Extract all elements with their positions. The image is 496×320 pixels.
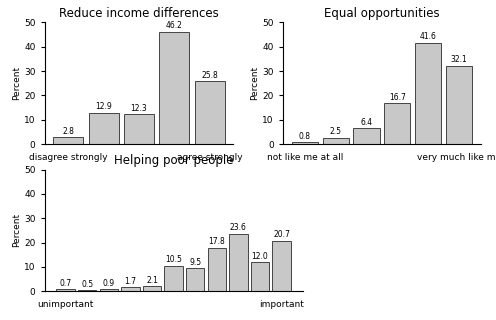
Text: 25.8: 25.8 (201, 71, 218, 80)
Text: agree strongly: agree strongly (177, 153, 243, 162)
Text: 32.1: 32.1 (451, 55, 467, 64)
Text: 17.8: 17.8 (208, 237, 225, 246)
Bar (164, 266, 183, 291)
Text: disagree strongly: disagree strongly (29, 153, 108, 162)
Text: not like me at all: not like me at all (267, 153, 343, 162)
Bar (415, 43, 441, 144)
Text: 0.8: 0.8 (299, 132, 311, 140)
Y-axis label: Percent: Percent (12, 213, 21, 247)
Bar (272, 241, 291, 291)
Bar (208, 248, 226, 291)
Bar (251, 262, 269, 291)
Text: 2.5: 2.5 (330, 127, 342, 136)
Bar (322, 138, 349, 144)
Text: 12.0: 12.0 (251, 252, 268, 260)
Text: 41.6: 41.6 (420, 32, 436, 41)
Bar (159, 32, 189, 144)
Bar (292, 142, 318, 144)
Text: 0.7: 0.7 (60, 279, 71, 288)
Text: unimportant: unimportant (37, 300, 94, 309)
Bar (384, 103, 410, 144)
Text: 2.1: 2.1 (146, 276, 158, 284)
Text: 0.9: 0.9 (103, 278, 115, 288)
Y-axis label: Percent: Percent (250, 66, 259, 100)
Title: Reduce income differences: Reduce income differences (59, 7, 219, 20)
Bar (354, 128, 379, 144)
Text: 2.8: 2.8 (62, 127, 74, 136)
Text: 12.3: 12.3 (130, 104, 147, 113)
Text: 16.7: 16.7 (389, 93, 406, 102)
Bar (229, 234, 248, 291)
Bar (194, 81, 225, 144)
Text: 12.9: 12.9 (95, 102, 112, 111)
Bar (124, 114, 154, 144)
Text: important: important (259, 300, 304, 309)
Text: 9.5: 9.5 (189, 258, 201, 267)
Bar (100, 289, 118, 291)
Bar (53, 137, 83, 144)
Bar (446, 66, 472, 144)
Text: 1.7: 1.7 (124, 276, 136, 286)
Text: very much like me: very much like me (417, 153, 496, 162)
Title: Equal opportunities: Equal opportunities (324, 7, 440, 20)
Bar (89, 113, 119, 144)
Text: 6.4: 6.4 (361, 118, 372, 127)
Bar (143, 286, 161, 291)
Text: 10.5: 10.5 (165, 255, 182, 264)
Text: 0.5: 0.5 (81, 280, 93, 289)
Bar (186, 268, 204, 291)
Title: Helping poor people: Helping poor people (114, 154, 233, 167)
Bar (78, 290, 96, 291)
Bar (121, 287, 139, 291)
Text: 20.7: 20.7 (273, 230, 290, 239)
Bar (57, 290, 75, 291)
Y-axis label: Percent: Percent (12, 66, 21, 100)
Text: 46.2: 46.2 (166, 21, 183, 30)
Text: 23.6: 23.6 (230, 223, 247, 232)
